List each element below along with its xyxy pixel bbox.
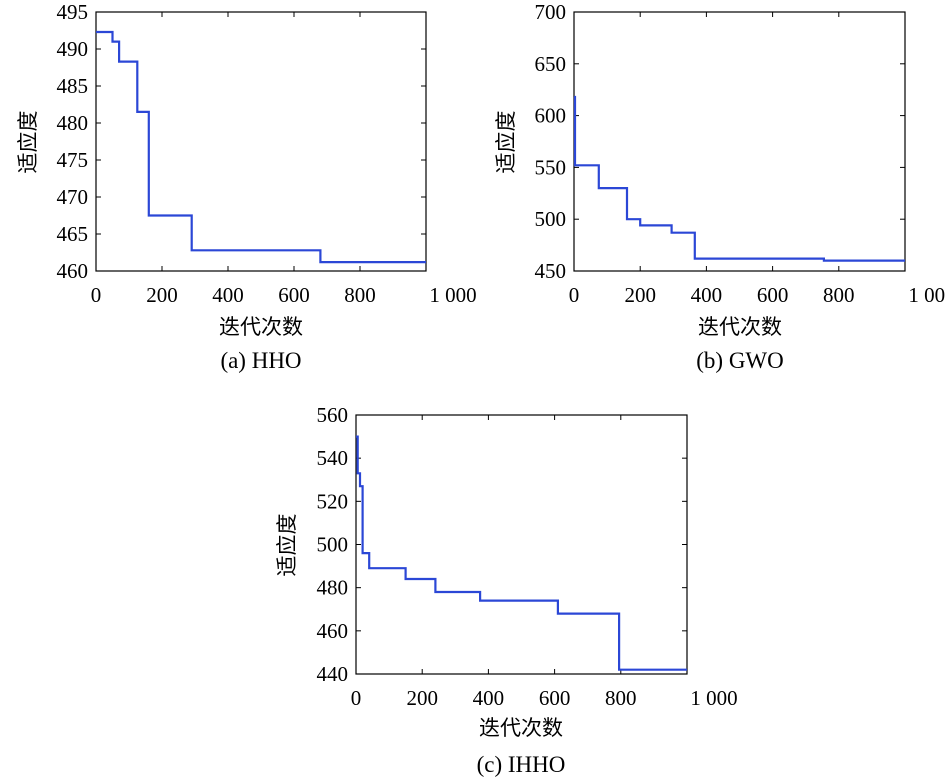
y-tick-label: 485 bbox=[57, 74, 89, 98]
series-line-hho bbox=[96, 30, 426, 264]
series-line-gwo bbox=[573, 95, 905, 262]
x-tick-label: 0 bbox=[351, 686, 362, 710]
y-tick-label: 600 bbox=[535, 104, 567, 128]
y-tick-label: 450 bbox=[535, 259, 567, 283]
x-tick-labels: 0 200 400 600 800 1 000 bbox=[91, 283, 477, 307]
x-tick-label: 600 bbox=[278, 283, 310, 307]
tick-marks bbox=[95, 11, 427, 272]
x-tick-label: 1 000 bbox=[429, 283, 476, 307]
y-tick-label: 500 bbox=[317, 533, 349, 557]
chart-caption: (a) HHO bbox=[220, 348, 301, 373]
x-axis-label: 迭代次数 bbox=[479, 716, 563, 740]
x-axis-label: 迭代次数 bbox=[698, 315, 782, 339]
tick-marks bbox=[355, 414, 688, 675]
y-axis-label: 适应度 bbox=[16, 111, 40, 174]
y-tick-label: 550 bbox=[535, 155, 567, 179]
y-tick-label: 700 bbox=[535, 0, 567, 24]
x-tick-label: 200 bbox=[146, 283, 178, 307]
y-tick-label: 495 bbox=[57, 0, 89, 24]
x-tick-labels: 0 200 400 600 800 1 000 bbox=[569, 283, 945, 307]
x-tick-label: 1 000 bbox=[690, 686, 737, 710]
y-tick-labels: 440 460 480 500 520 540 560 bbox=[317, 403, 349, 686]
plot-frame bbox=[95, 11, 427, 272]
y-tick-label: 540 bbox=[317, 446, 349, 470]
y-tick-label: 480 bbox=[57, 111, 89, 135]
x-tick-label: 0 bbox=[569, 283, 580, 307]
x-tick-label: 600 bbox=[757, 283, 789, 307]
y-tick-label: 440 bbox=[317, 662, 349, 686]
y-tick-label: 520 bbox=[317, 489, 349, 513]
y-tick-label: 500 bbox=[535, 207, 567, 231]
y-tick-label: 490 bbox=[57, 37, 89, 61]
x-tick-label: 800 bbox=[344, 283, 376, 307]
y-tick-label: 650 bbox=[535, 52, 567, 76]
plot-frame bbox=[355, 414, 688, 675]
x-tick-label: 400 bbox=[473, 686, 505, 710]
x-tick-label: 800 bbox=[823, 283, 855, 307]
x-tick-label: 400 bbox=[691, 283, 723, 307]
x-tick-label: 0 bbox=[91, 283, 102, 307]
x-tick-label: 800 bbox=[605, 686, 637, 710]
x-tick-labels: 0 200 400 600 800 1 000 bbox=[351, 686, 738, 710]
y-tick-label: 460 bbox=[57, 259, 89, 283]
series-line-ihho bbox=[356, 435, 687, 671]
chart-panel-gwo: 450 500 550 600 650 700 0 200 400 600 800 1 000 迭代… bbox=[494, 0, 945, 373]
x-tick-label: 200 bbox=[624, 283, 656, 307]
y-tick-label: 460 bbox=[317, 619, 349, 643]
y-tick-label: 475 bbox=[57, 148, 89, 172]
y-tick-label: 480 bbox=[317, 576, 349, 600]
y-tick-labels: 450 500 550 600 650 700 bbox=[535, 0, 567, 283]
x-tick-label: 400 bbox=[212, 283, 244, 307]
x-axis-label: 迭代次数 bbox=[219, 315, 303, 339]
y-tick-labels: 460 465 470 475 480 485 490 495 bbox=[57, 0, 89, 283]
chart-caption: (c) IHHO bbox=[477, 752, 566, 777]
y-tick-label: 470 bbox=[57, 185, 89, 209]
chart-caption: (b) GWO bbox=[696, 348, 784, 373]
tick-marks bbox=[573, 11, 906, 272]
x-tick-label: 1 000 bbox=[908, 283, 945, 307]
plot-frame bbox=[573, 11, 906, 272]
y-tick-label: 465 bbox=[57, 222, 89, 246]
chart-panel-hho: 460 465 470 475 480 485 490 495 0 200 400 600 800 1 … bbox=[16, 0, 477, 373]
y-tick-label: 560 bbox=[317, 403, 349, 427]
y-axis-label: 适应度 bbox=[494, 111, 518, 174]
x-tick-label: 600 bbox=[539, 686, 571, 710]
y-axis-label: 适应度 bbox=[275, 514, 299, 577]
x-tick-label: 200 bbox=[406, 686, 438, 710]
chart-panel-ihho: 440 460 480 500 520 540 560 0 200 400 600 800 1 000… bbox=[275, 403, 738, 777]
